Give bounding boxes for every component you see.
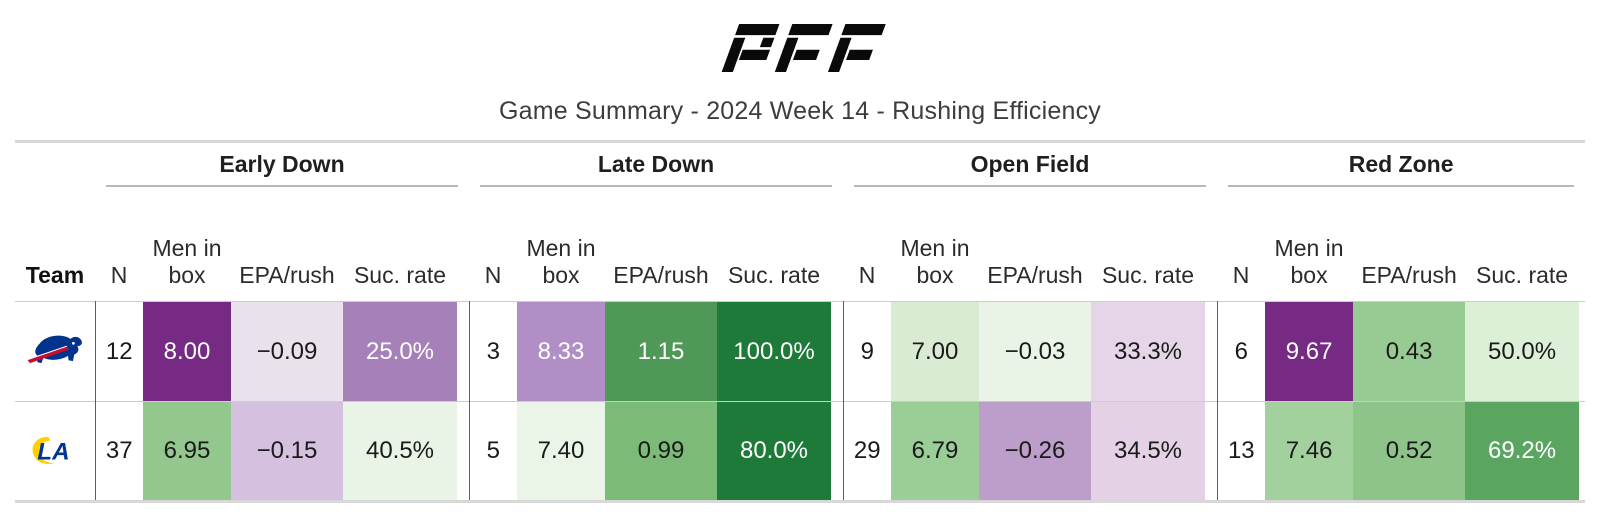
cell-rams-late-suc: 80.0% bbox=[717, 401, 831, 502]
group-header-early-down: Early Down bbox=[95, 142, 469, 199]
group-header-late-down: Late Down bbox=[469, 142, 843, 199]
col-header-suc-rate: Suc. rate bbox=[1101, 261, 1195, 288]
cell-rams-open-suc: 34.5% bbox=[1091, 401, 1205, 502]
bills-logo bbox=[26, 335, 82, 363]
spacer-cell bbox=[457, 302, 469, 402]
pff-logo bbox=[721, 24, 886, 72]
cell-bills-early-epa: −0.09 bbox=[231, 301, 343, 402]
cell-rams-early-epa: −0.15 bbox=[231, 401, 343, 502]
cell-rams-early-suc: 40.5% bbox=[343, 401, 457, 502]
col-header-n: N bbox=[1232, 261, 1250, 288]
svg-text:LA: LA bbox=[37, 438, 69, 465]
cell-rams-redzone-box: 7.46 bbox=[1265, 401, 1354, 502]
spacer-cell bbox=[831, 302, 843, 402]
col-header-epa-rush: EPA/rush bbox=[1361, 261, 1457, 288]
spacer-cell bbox=[457, 402, 469, 502]
cell-bills-open-suc: 33.3% bbox=[1091, 301, 1205, 402]
col-header-men-in-box: Men in box bbox=[1274, 234, 1344, 288]
spacer-cell bbox=[1579, 402, 1585, 502]
col-header-suc-rate: Suc. rate bbox=[727, 261, 821, 288]
cell-rams-late-box: 7.40 bbox=[517, 401, 605, 502]
col-header-epa-rush: EPA/rush bbox=[613, 261, 709, 288]
cell-bills-redzone-n: 6 bbox=[1216, 301, 1266, 402]
col-header-team: Team bbox=[25, 261, 85, 288]
group-header-spacer bbox=[15, 142, 95, 199]
table-row-rams: LA 37 6.95 −0.15 40.5% 5 7.40 0.99 80.0%… bbox=[15, 401, 1585, 502]
cell-bills-late-n: 3 bbox=[468, 301, 517, 402]
col-header-n: N bbox=[110, 261, 128, 288]
cell-bills-early-n: 12 bbox=[94, 301, 143, 402]
col-header-n: N bbox=[484, 261, 502, 288]
group-label: Open Field bbox=[970, 151, 1090, 177]
col-header-suc-rate: Suc. rate bbox=[353, 261, 447, 288]
cell-bills-late-box: 8.33 bbox=[517, 301, 605, 402]
team-cell-bills bbox=[15, 301, 95, 402]
group-underline bbox=[854, 185, 1207, 187]
col-header-spacer bbox=[831, 198, 843, 302]
cell-rams-redzone-epa: 0.52 bbox=[1353, 401, 1466, 502]
cell-rams-open-n: 29 bbox=[842, 401, 891, 502]
cell-bills-late-suc: 100.0% bbox=[717, 301, 831, 402]
group-underline bbox=[480, 185, 832, 187]
spacer-cell bbox=[1579, 302, 1585, 402]
spacer-cell bbox=[831, 402, 843, 502]
cell-bills-open-box: 7.00 bbox=[891, 301, 979, 402]
cell-bills-redzone-box: 9.67 bbox=[1265, 301, 1354, 402]
cell-rams-early-box: 6.95 bbox=[143, 401, 231, 502]
group-header-red-zone: Red Zone bbox=[1217, 142, 1585, 199]
cell-rams-late-epa: 0.99 bbox=[605, 401, 717, 502]
group-label: Red Zone bbox=[1348, 151, 1454, 177]
spacer-cell bbox=[1205, 302, 1217, 402]
group-header-open-field: Open Field bbox=[843, 142, 1217, 199]
col-header-spacer bbox=[1579, 198, 1585, 302]
group-label: Late Down bbox=[597, 151, 715, 177]
col-header-men-in-box: Men in box bbox=[152, 234, 222, 288]
col-header-spacer bbox=[1205, 198, 1217, 302]
report-title: Game Summary - 2024 Week 14 - Rushing Ef… bbox=[499, 97, 1101, 125]
cell-rams-redzone-suc: 69.2% bbox=[1465, 401, 1580, 502]
cell-rams-early-n: 37 bbox=[94, 401, 143, 502]
masthead bbox=[0, 0, 1600, 81]
group-underline bbox=[1228, 185, 1575, 187]
col-header-spacer bbox=[457, 198, 469, 302]
rushing-efficiency-table-wrap: Early Down Late Down Open Field Red Zone… bbox=[15, 140, 1586, 503]
cell-bills-early-box: 8.00 bbox=[143, 301, 231, 402]
table-row-bills: 12 8.00 −0.09 25.0% 3 8.33 1.15 100.0% 9… bbox=[15, 301, 1586, 402]
cell-rams-open-box: 6.79 bbox=[891, 401, 979, 502]
cell-bills-open-n: 9 bbox=[842, 301, 891, 402]
cell-bills-redzone-suc: 50.0% bbox=[1465, 301, 1580, 402]
column-header-row: Team N Men in box EPA/rush Suc. rate N M… bbox=[15, 198, 1586, 302]
cell-rams-redzone-n: 13 bbox=[1216, 401, 1266, 502]
group-header-row: Early Down Late Down Open Field Red Zone bbox=[15, 142, 1585, 199]
col-header-epa-rush: EPA/rush bbox=[239, 261, 335, 288]
cell-bills-early-suc: 25.0% bbox=[343, 301, 457, 402]
col-header-men-in-box: Men in box bbox=[526, 234, 596, 288]
col-header-suc-rate: Suc. rate bbox=[1476, 261, 1569, 288]
cell-rams-late-n: 5 bbox=[468, 401, 517, 502]
rushing-efficiency-table: Early Down Late Down Open Field Red Zone… bbox=[15, 140, 1586, 503]
group-underline bbox=[106, 185, 458, 187]
col-header-epa-rush: EPA/rush bbox=[987, 261, 1083, 288]
col-header-n: N bbox=[858, 261, 876, 288]
team-cell-rams: LA bbox=[15, 401, 95, 502]
cell-bills-open-epa: −0.03 bbox=[979, 301, 1091, 402]
group-label: Early Down bbox=[219, 151, 345, 177]
rams-logo: LA bbox=[32, 436, 69, 465]
spacer-cell bbox=[1205, 402, 1217, 502]
cell-bills-redzone-epa: 0.43 bbox=[1353, 301, 1466, 402]
col-header-men-in-box: Men in box bbox=[900, 234, 970, 288]
cell-rams-open-epa: −0.26 bbox=[979, 401, 1091, 502]
cell-bills-late-epa: 1.15 bbox=[605, 301, 717, 402]
